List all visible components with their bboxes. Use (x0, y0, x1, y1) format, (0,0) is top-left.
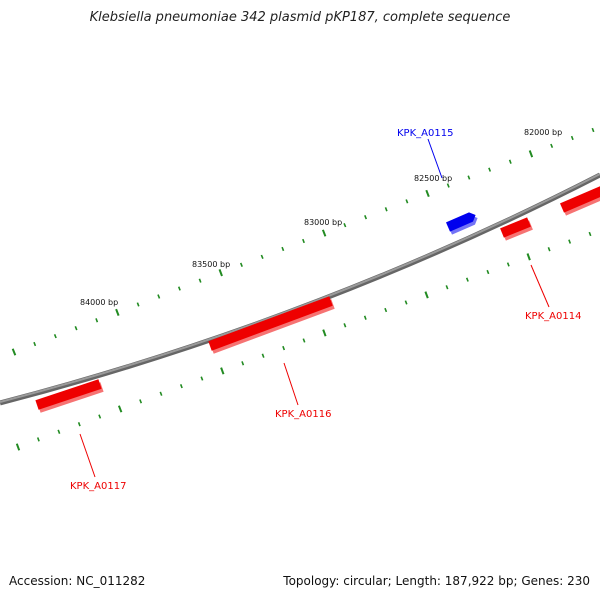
inner-tick (139, 399, 143, 404)
inner-tick (568, 239, 572, 244)
outer-tick (260, 254, 264, 260)
outer-tick (281, 246, 285, 252)
inner-tick (384, 307, 388, 313)
gene-label[interactable]: KPK_A0115 (397, 128, 453, 139)
inner-tick (424, 291, 429, 299)
inner-tick (159, 391, 163, 396)
outer-tick (239, 262, 243, 267)
inner-tick (179, 384, 183, 389)
inner-tick (322, 329, 327, 337)
gene-label[interactable]: KPK_A0114 (525, 311, 581, 322)
leader-line (79, 433, 96, 478)
outer-tick (384, 207, 388, 212)
outer-tick (467, 175, 471, 180)
leader-line (427, 138, 443, 179)
outer-tick (115, 308, 120, 316)
gene-labels: KPK_A0115 KPK_A0114 KPK_A0116 KPK_A0117 (70, 128, 581, 492)
outer-tick (508, 159, 512, 164)
outer-tick (11, 348, 17, 356)
inner-tick (261, 353, 265, 358)
scale-labels: 82000 bp 82500 bp 83000 bp 83500 bp 84000 bp (80, 128, 562, 307)
gene-label[interactable]: KPK_A0117 (70, 481, 126, 492)
inner-tick (15, 443, 21, 451)
accession-text: Accession: NC_011282 (9, 574, 146, 588)
outer-tick (302, 238, 305, 244)
inner-tick (445, 285, 449, 290)
inner-tick-row (15, 231, 592, 451)
outer-tick (53, 333, 57, 339)
outer-tick (364, 215, 368, 220)
inner-tick (98, 414, 102, 419)
inner-tick (343, 323, 347, 328)
inner-tick (486, 269, 490, 275)
gene-feature-KPK_A0117[interactable] (35, 379, 104, 413)
inner-tick (77, 422, 81, 427)
outer-tick (33, 341, 37, 347)
outer-tick (321, 229, 327, 237)
outer-tick (528, 150, 534, 158)
backbone (0, 172, 600, 406)
outer-tick (198, 278, 202, 283)
outer-tick (591, 127, 595, 133)
inner-tick (200, 376, 204, 381)
map-title: Klebsiella pneumoniae 342 plasmid pKP187… (89, 10, 511, 25)
outer-tick (343, 222, 347, 228)
inner-tick (117, 405, 123, 413)
gene-label[interactable]: KPK_A0116 (275, 409, 331, 420)
scale-label: 82000 bp (524, 128, 562, 137)
outer-tick (177, 286, 181, 291)
outer-tick (550, 143, 554, 149)
scale-label: 83500 bp (192, 260, 230, 269)
gene-feature-KPK_A0114[interactable] (500, 217, 533, 241)
inner-tick (404, 300, 408, 305)
leader-line (283, 362, 299, 406)
inner-tick (547, 247, 551, 252)
topology-summary: Topology: circular; Length: 187,922 bp; … (283, 574, 590, 588)
outer-tick (405, 199, 409, 204)
inner-tick (57, 429, 61, 434)
inner-tick (36, 437, 40, 442)
outer-tick (446, 183, 450, 188)
outer-tick (570, 135, 574, 141)
outer-tick (218, 269, 223, 277)
inner-tick (588, 231, 592, 237)
gene-feature-reverse[interactable] (560, 185, 600, 216)
inner-tick (302, 338, 306, 343)
outer-tick (95, 318, 99, 323)
scale-label: 82500 bp (414, 174, 452, 183)
inner-tick (282, 345, 286, 351)
outer-tick (136, 302, 140, 307)
outer-tick (488, 167, 492, 172)
gene-feature-KPK_A0116[interactable] (208, 296, 335, 354)
outer-tick-row (11, 127, 595, 356)
outer-tick (425, 189, 430, 198)
inner-tick (506, 262, 510, 267)
scale-label: 83000 bp (304, 218, 342, 227)
outer-tick (157, 294, 161, 299)
inner-tick (465, 277, 469, 282)
gene-feature-KPK_A0115[interactable] (446, 212, 478, 235)
inner-tick (526, 253, 531, 261)
outer-tick (74, 326, 78, 331)
inner-tick (363, 315, 367, 320)
leader-line (530, 264, 550, 308)
inner-tick (241, 361, 245, 366)
inner-tick (220, 367, 225, 375)
scale-label: 84000 bp (80, 298, 118, 307)
gene-features (35, 185, 600, 413)
